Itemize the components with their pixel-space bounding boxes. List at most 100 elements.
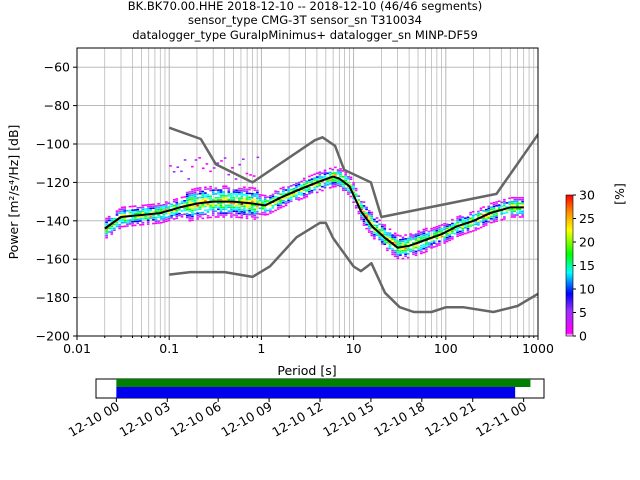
psd-cell	[183, 199, 186, 202]
psd-cell	[214, 210, 218, 212]
psd-cell	[336, 178, 340, 181]
psd-cell	[516, 208, 519, 211]
psd-cell	[209, 207, 212, 209]
psd-cell	[458, 219, 462, 221]
psd-cell	[136, 220, 140, 223]
psd-cell	[396, 257, 400, 260]
psd-cell	[318, 173, 322, 175]
psd-cell	[162, 205, 166, 208]
psd-cell	[128, 223, 132, 225]
psd-cell	[216, 162, 220, 164]
psd-cell	[492, 201, 496, 204]
psd-cell	[300, 180, 303, 183]
psd-cell	[448, 227, 452, 230]
psd-cell	[235, 191, 238, 193]
psd-cell	[466, 218, 470, 221]
psd-cell	[235, 206, 238, 209]
psd-cell	[131, 205, 134, 208]
psd-cell	[172, 204, 176, 207]
psd-cell	[196, 204, 199, 207]
y-tick-label: −140	[36, 213, 70, 228]
psd-cell	[141, 204, 145, 207]
psd-cell	[284, 196, 288, 199]
psd-cell	[120, 210, 124, 213]
psd-cell	[141, 218, 145, 220]
psd-cell	[409, 233, 413, 235]
psd-cell	[126, 223, 129, 225]
psd-cell	[279, 203, 283, 205]
psd-cell	[201, 211, 205, 214]
psd-cell	[263, 200, 267, 203]
psd-cell	[256, 189, 259, 192]
psd-cell	[191, 202, 194, 204]
psd-cell	[315, 183, 319, 186]
psd-cell	[362, 201, 366, 203]
psd-cell	[248, 188, 251, 191]
psd-cell	[240, 213, 244, 215]
psd-cell	[263, 210, 267, 212]
psd-cell	[362, 205, 366, 207]
psd-cell	[313, 186, 316, 189]
psd-cell	[328, 175, 332, 178]
psd-heatmap-cells	[105, 156, 524, 260]
psd-cell	[425, 227, 428, 230]
psd-cell	[214, 196, 218, 199]
psd-cell	[357, 203, 361, 205]
psd-cell	[110, 217, 114, 220]
psd-cell	[191, 211, 194, 214]
psd-cell	[445, 229, 449, 231]
psd-cell	[263, 208, 267, 210]
psd-cell	[240, 195, 244, 198]
psd-cell	[456, 229, 459, 232]
psd-cell	[295, 184, 298, 187]
psd-cell	[451, 218, 454, 221]
psd-cell	[378, 238, 381, 241]
psd-cell	[211, 212, 215, 215]
psd-cell	[292, 184, 296, 186]
psd-cell	[323, 171, 327, 174]
psd-cell	[490, 214, 493, 216]
psd-cell	[492, 205, 496, 208]
psd-cell	[344, 179, 348, 182]
psd-cell	[297, 183, 301, 186]
psd-cell	[232, 198, 236, 201]
psd-cell	[419, 250, 423, 253]
psd-cell	[248, 196, 251, 199]
psd-cell	[167, 212, 171, 214]
psd-cell	[146, 215, 150, 218]
psd-cell	[185, 212, 189, 215]
psd-cell	[157, 208, 160, 211]
psd-cell	[321, 189, 324, 192]
psd-cell	[152, 215, 155, 217]
psd-cell	[352, 182, 355, 184]
psd-cell	[487, 221, 491, 223]
psd-cell	[224, 212, 228, 214]
psd-cell	[271, 195, 275, 198]
psd-cell	[456, 216, 459, 218]
psd-cell	[425, 245, 428, 247]
psd-cell	[227, 198, 231, 201]
psd-cell	[315, 185, 319, 188]
psd-cell	[422, 251, 426, 254]
psd-cell	[205, 163, 209, 165]
psd-cell	[477, 220, 480, 222]
psd-cell	[414, 244, 418, 247]
psd-cell	[230, 206, 233, 209]
psd-cell	[248, 192, 251, 195]
psd-cell	[232, 206, 236, 209]
psd-cell	[432, 232, 436, 235]
psd-cell	[289, 188, 293, 191]
psd-cell	[464, 232, 467, 235]
psd-cell	[474, 229, 478, 231]
psd-cell	[266, 196, 270, 198]
psd-cell	[305, 184, 309, 186]
psd-cell	[383, 228, 387, 230]
title-line-1: BK.BK70.00.HHE 2018-12-10 -- 2018-12-10 …	[128, 0, 482, 13]
psd-cell	[144, 208, 147, 210]
psd-cell	[237, 216, 241, 219]
psd-cell	[183, 207, 186, 210]
psd-cell	[451, 232, 454, 234]
psd-cell	[386, 249, 389, 252]
psd-cell	[243, 213, 246, 215]
psd-cell	[230, 216, 233, 218]
